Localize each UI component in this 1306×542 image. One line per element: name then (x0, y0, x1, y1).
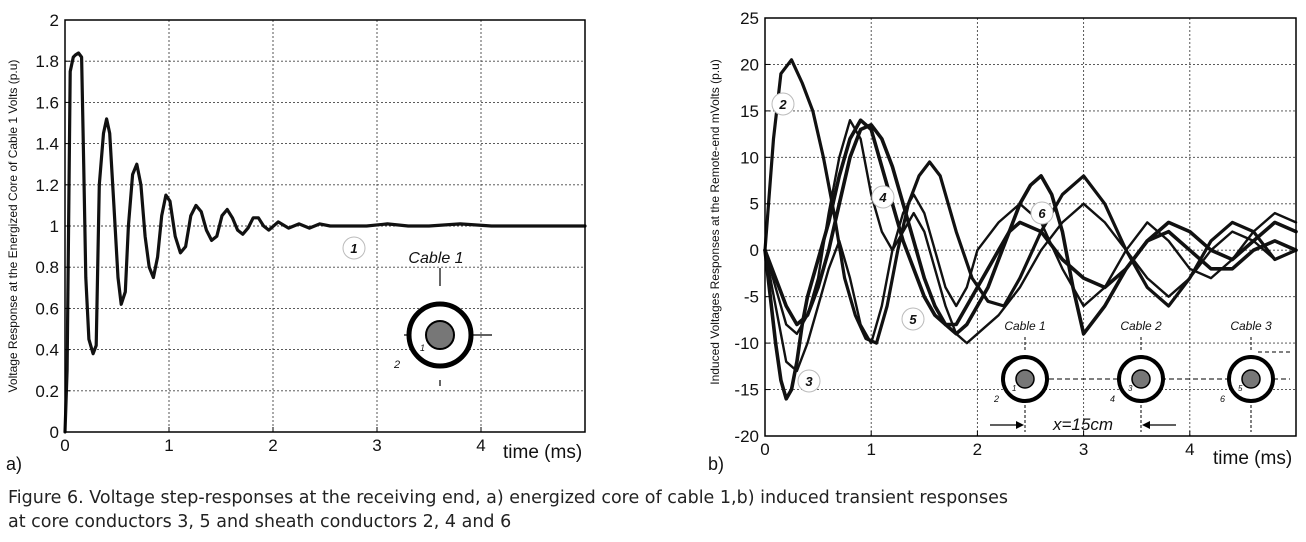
series-line-1 (63, 51, 587, 434)
x-tick-label: 4 (476, 436, 485, 455)
cable-core-b3 (1241, 369, 1261, 389)
y-tick-label: 0.8 (35, 258, 59, 277)
core-label-b2: 3 (1128, 384, 1133, 393)
arrowhead-icon (1142, 421, 1150, 429)
curve-label-3: 3 (805, 374, 813, 389)
curve-label-circle-a (342, 236, 366, 260)
x-tick-label: 2 (268, 436, 277, 455)
curve-label-circle (901, 307, 925, 331)
y-tick-label: -20 (734, 427, 759, 446)
y-tick-label: 1.6 (35, 93, 59, 112)
spacing-label: x=15cm (1052, 415, 1113, 434)
curve-label-1: 1 (350, 241, 357, 256)
cable-diagram-a: Cable 1 1 2 (393, 250, 492, 386)
figure-caption: Figure 6. Voltage step-responses at the … (8, 486, 1298, 534)
y-axis-label-b: Induced Voltages Responses at the Remote… (708, 59, 722, 385)
grid-b (765, 18, 1296, 436)
x-axis-label-b: time (ms) (1213, 448, 1292, 469)
x-tick-label: 3 (1079, 440, 1088, 459)
curves-a (63, 51, 587, 434)
cable-title-b1: Cable 1 (1004, 319, 1045, 333)
curve-label-2: 2 (778, 97, 787, 112)
series-line-4 (763, 118, 1298, 345)
curve-labels-b: 2 3 4 5 6 (771, 92, 1054, 393)
curves-b (763, 58, 1298, 401)
core-label-a: 1 (420, 343, 425, 353)
y-tick-label: 2 (50, 11, 59, 30)
panel-label-b: b) (708, 454, 724, 474)
curve-label-circle (1030, 201, 1054, 225)
curve-label-circle (871, 185, 895, 209)
sheath-label-a: 2 (393, 359, 400, 371)
caption-line-2: at core conductors 3, 5 and sheath condu… (8, 512, 512, 532)
cable-diagrams-b: Cable 1 Cable 2 Cable 3 1 3 5 2 4 6 (990, 319, 1290, 434)
ticks-a: 0 1 2 3 4 0 0.2 0.4 0.6 0.8 1 1.2 1.4 1.6 1.8 2 (35, 11, 485, 455)
cable-title-b2: Cable 2 (1120, 319, 1162, 333)
x-tick-label: 3 (372, 436, 381, 455)
sheath-label-b2: 4 (1110, 394, 1115, 404)
curve-label-6: 6 (1038, 206, 1046, 221)
series-line-5 (763, 193, 1298, 373)
cable-core-b2 (1131, 369, 1151, 389)
y-tick-label: 1.8 (35, 52, 59, 71)
y-tick-label: 1.4 (35, 135, 59, 154)
y-tick-label: 0.4 (35, 341, 59, 360)
panel-label-a: a) (6, 454, 22, 474)
y-tick-label: 0.6 (35, 299, 59, 318)
y-tick-label: -15 (734, 381, 759, 400)
cable-core (425, 320, 455, 350)
y-tick-label: 0 (50, 423, 59, 442)
x-tick-label: 1 (164, 436, 173, 455)
plot-frame-b (764, 17, 1297, 437)
curve-label-circle (797, 369, 821, 393)
sheath-label-b1: 2 (993, 394, 999, 404)
y-tick-label: 0 (750, 241, 759, 260)
series-line-2 (763, 58, 1298, 345)
curve-label-circle (771, 92, 795, 116)
core-label-b3: 5 (1238, 384, 1243, 393)
y-tick-label: 10 (740, 148, 759, 167)
y-tick-label: -5 (744, 288, 759, 307)
x-tick-label: 0 (60, 436, 69, 455)
arrowhead-icon (1016, 421, 1024, 429)
y-tick-label: 15 (740, 102, 759, 121)
core-label-b1: 1 (1012, 384, 1016, 393)
x-tick-label: 2 (973, 440, 982, 459)
y-tick-label: 0.2 (35, 382, 59, 401)
curve-label-5: 5 (909, 312, 917, 327)
y-tick-label: -10 (734, 334, 759, 353)
sheath-label-b3: 6 (1220, 394, 1225, 404)
caption-line-1: Figure 6. Voltage step-responses at the … (8, 488, 1009, 508)
y-axis-label-a: Voltage Response at the Energized Core o… (6, 60, 20, 393)
series-line-6 (763, 123, 1298, 336)
y-tick-label: 1.2 (35, 176, 59, 195)
cable-title-b3: Cable 3 (1230, 319, 1272, 333)
figure-canvas: 0 1 2 3 4 0 0.2 0.4 0.6 0.8 1 1.2 1.4 1.6 1.8 2 Voltage… (6, 9, 1298, 474)
y-tick-label: 25 (740, 9, 759, 28)
y-tick-label: 5 (750, 195, 759, 214)
y-tick-label: 1 (50, 217, 59, 236)
y-tick-label: 20 (740, 55, 759, 74)
x-tick-label: 1 (866, 440, 875, 459)
x-axis-label-a: time (ms) (503, 442, 582, 463)
curve-label-4: 4 (878, 190, 887, 205)
cable-title-a: Cable 1 (408, 250, 463, 267)
x-tick-label: 0 (760, 440, 769, 459)
x-tick-label: 4 (1185, 440, 1194, 459)
chart-panel-a: 0 1 2 3 4 0 0.2 0.4 0.6 0.8 1 1.2 1.4 1.6 1.8 2 Voltage… (6, 11, 587, 474)
cable-core-b1 (1015, 369, 1035, 389)
